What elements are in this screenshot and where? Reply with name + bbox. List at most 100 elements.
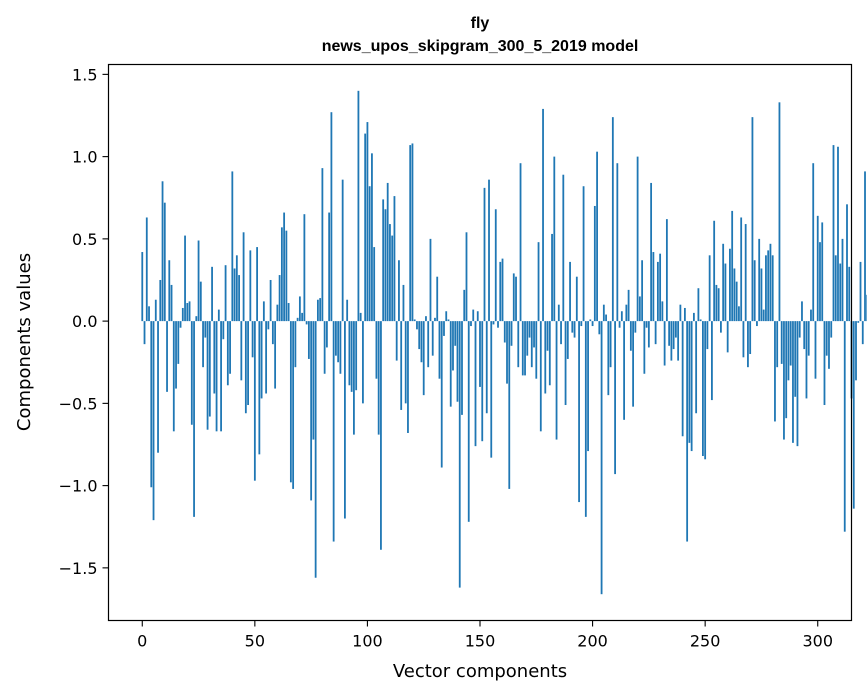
bar xyxy=(618,321,621,328)
bar xyxy=(810,309,812,322)
bar xyxy=(159,279,162,322)
bar xyxy=(355,321,358,391)
bar xyxy=(296,317,299,322)
bar xyxy=(578,321,580,503)
bar xyxy=(661,301,664,322)
bar xyxy=(404,321,407,404)
bar xyxy=(193,321,195,517)
bar xyxy=(557,304,560,322)
bar xyxy=(503,321,506,343)
bar xyxy=(389,224,391,322)
bar xyxy=(483,187,486,322)
bar xyxy=(418,321,421,350)
bar xyxy=(443,321,445,336)
bar xyxy=(436,276,439,322)
bar xyxy=(157,321,159,453)
bar xyxy=(409,145,412,322)
bar xyxy=(467,321,470,522)
x-tick-label: 100 xyxy=(352,632,383,651)
bar xyxy=(830,321,833,338)
bar xyxy=(832,145,835,322)
bar xyxy=(224,265,227,322)
bar xyxy=(672,321,675,350)
bar xyxy=(332,321,335,542)
bar xyxy=(733,268,736,322)
bar xyxy=(195,316,198,322)
bar xyxy=(260,321,263,399)
bar xyxy=(692,312,695,322)
x-tick-label: 50 xyxy=(245,632,265,651)
bar xyxy=(546,321,549,351)
bar xyxy=(456,321,459,402)
bar xyxy=(190,321,193,425)
bar xyxy=(688,321,691,443)
bar xyxy=(537,242,540,322)
bar xyxy=(481,321,484,442)
bar xyxy=(765,255,767,322)
bar xyxy=(562,174,565,322)
bar xyxy=(364,133,367,322)
bar xyxy=(591,321,594,327)
bar xyxy=(686,321,689,542)
bar xyxy=(641,260,644,322)
bar xyxy=(521,321,524,376)
bar xyxy=(474,321,477,447)
bar xyxy=(262,301,265,322)
bar xyxy=(848,266,851,322)
bar xyxy=(605,314,607,322)
bar xyxy=(314,321,317,578)
bar xyxy=(348,321,351,386)
bar xyxy=(312,321,315,440)
bar xyxy=(584,321,587,517)
bar xyxy=(816,215,819,322)
bar xyxy=(589,319,592,322)
bar xyxy=(425,316,427,322)
bar xyxy=(240,321,243,381)
bar xyxy=(465,232,468,322)
bar xyxy=(244,321,247,414)
bar xyxy=(501,258,504,322)
bar xyxy=(400,321,403,410)
bar xyxy=(629,321,632,351)
bar xyxy=(247,321,249,406)
bar xyxy=(859,261,862,322)
bar xyxy=(785,321,788,419)
bar xyxy=(154,299,157,322)
bar xyxy=(819,242,821,322)
x-axis-ticks: 0 50 100 150 200 250 300 xyxy=(137,620,833,651)
bar xyxy=(587,321,589,452)
bar xyxy=(373,247,376,322)
bar xyxy=(659,253,662,322)
bar xyxy=(233,268,236,322)
bar xyxy=(427,321,430,368)
bar xyxy=(697,288,700,322)
bar xyxy=(229,321,231,374)
bar xyxy=(738,306,740,322)
bar xyxy=(391,235,394,322)
bar xyxy=(749,321,752,355)
bar xyxy=(220,321,222,432)
bar xyxy=(143,321,146,345)
bar xyxy=(708,255,711,322)
bar xyxy=(823,321,826,406)
bar xyxy=(395,321,398,361)
bar xyxy=(632,321,634,407)
bar xyxy=(787,321,790,381)
bar xyxy=(801,301,803,322)
bar xyxy=(517,321,520,368)
bar xyxy=(488,179,490,322)
bar xyxy=(177,321,180,364)
bar xyxy=(834,255,837,322)
bar xyxy=(798,321,801,338)
bars-group xyxy=(141,90,867,595)
bar xyxy=(575,276,578,322)
bar xyxy=(726,321,729,353)
bar xyxy=(280,227,283,322)
bar xyxy=(843,321,846,532)
bar xyxy=(226,321,229,386)
bar xyxy=(175,321,177,389)
bar xyxy=(679,304,682,322)
bar xyxy=(265,321,268,394)
bar xyxy=(715,284,718,322)
bar xyxy=(812,163,815,322)
